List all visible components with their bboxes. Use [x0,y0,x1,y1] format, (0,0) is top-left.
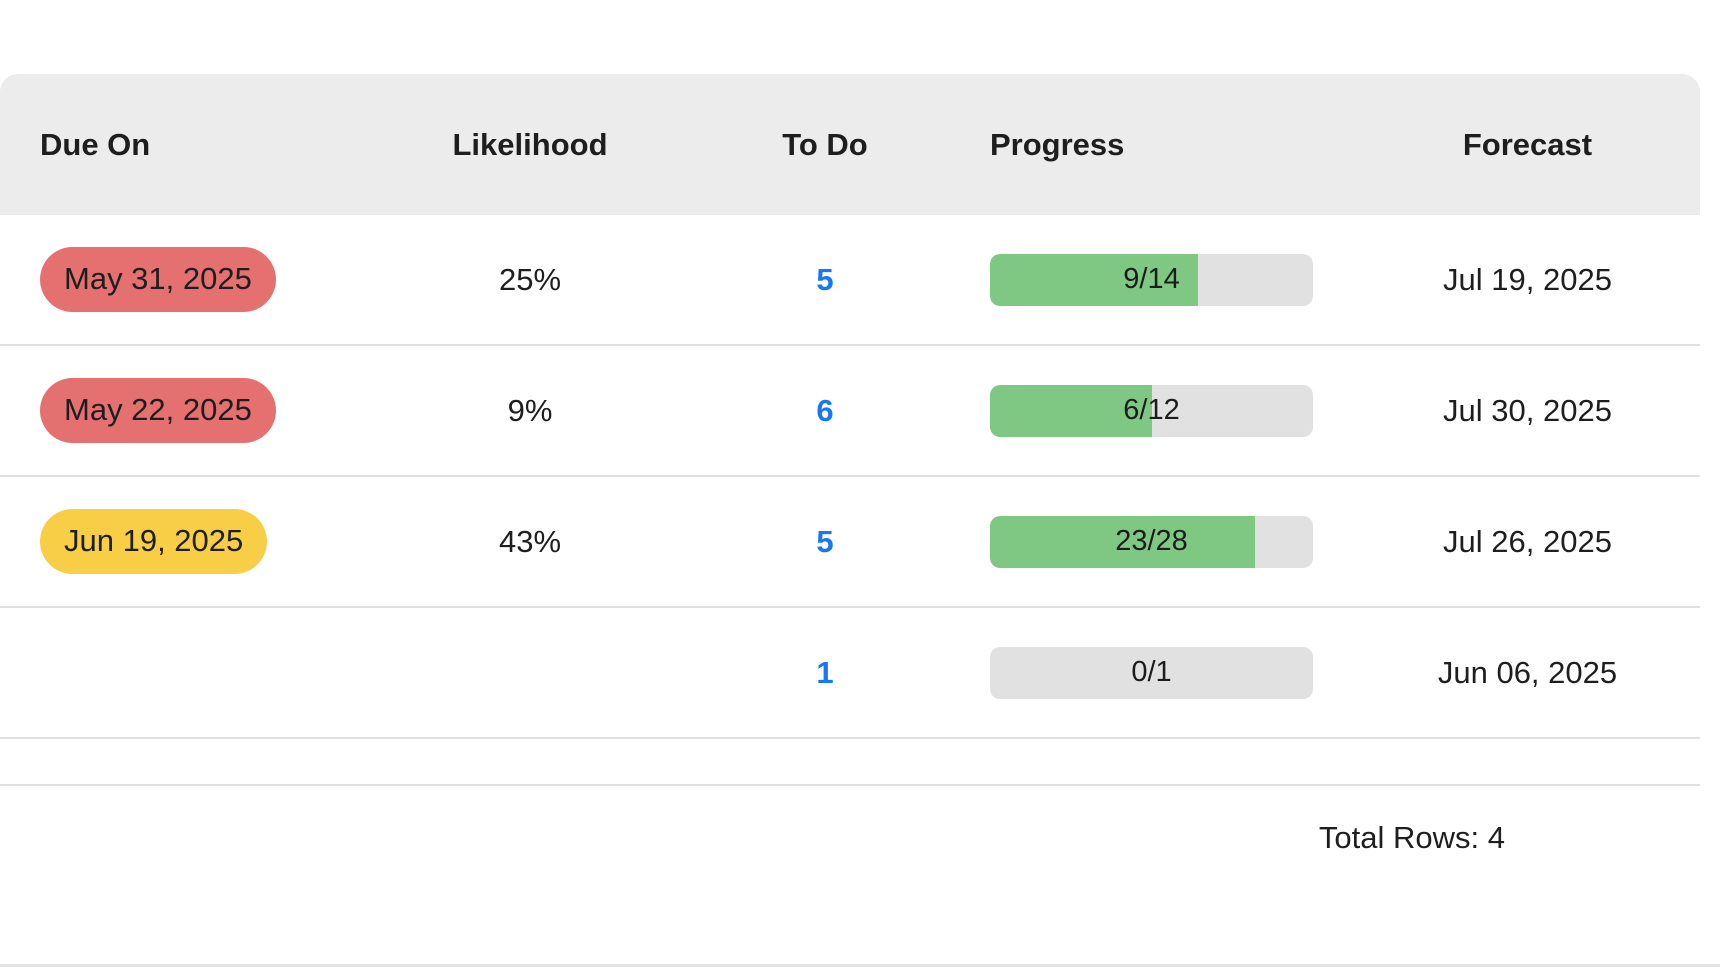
next-section-divider [0,964,1720,967]
to-do-cell: 5 [700,262,950,298]
to-do-count-link[interactable]: 1 [816,654,834,690]
progress-bar: 0/1 [990,646,1313,699]
to-do-count-link[interactable]: 5 [816,261,834,297]
column-header-likelihood[interactable]: Likelihood [452,126,608,162]
progress-bar: 23/28 [990,515,1313,568]
table-row: Jun 19, 2025 43% 5 23/28 Jul 26, 2025 [0,477,1700,608]
to-do-cell: 6 [700,393,950,429]
progress-bar-label: 9/14 [1123,263,1180,295]
likelihood-cell: 25% [498,261,562,297]
progress-bar-label: 6/12 [1123,394,1180,426]
progress-bar: 6/12 [990,384,1313,437]
progress-bar-fill [990,384,1152,437]
column-header-to-do[interactable]: To Do [782,126,868,162]
table-header-row: Due On Likelihood To Do Progress Forecas… [0,74,1700,215]
due-on-cell: Jun 19, 2025 [0,509,360,574]
forecast-cell: Jul 30, 2025 [1443,392,1612,428]
forecast-cell: Jul 19, 2025 [1443,261,1612,297]
progress-cell: 6/12 [950,384,1355,437]
due-on-cell: May 31, 2025 [0,247,360,312]
likelihood-cell: 43% [498,523,562,559]
progress-bar-label: 0/1 [1131,656,1172,688]
progress-bar: 9/14 [990,253,1313,306]
likelihood-cell: 9% [507,392,553,428]
to-do-cell: 1 [700,655,950,691]
progress-cell: 23/28 [950,515,1355,568]
forecast-cell: Jun 06, 2025 [1437,654,1618,690]
progress-bar-fill [990,253,1198,306]
due-date-pill: Jun 19, 2025 [40,509,268,574]
column-header-due-on[interactable]: Due On [40,126,151,162]
table-row: 1 0/1 Jun 06, 2025 [0,608,1700,739]
forecast-cell: Jul 26, 2025 [1443,523,1612,559]
to-do-count-link[interactable]: 6 [816,392,834,428]
to-do-count-link[interactable]: 5 [816,523,834,559]
to-do-cell: 5 [700,524,950,560]
progress-bar-fill [990,515,1256,568]
progress-bar-label: 23/28 [1115,525,1188,557]
table-row: May 22, 2025 9% 6 6/12 Jul 30, 2025 [0,346,1700,477]
due-date-pill: May 22, 2025 [40,378,276,443]
column-header-forecast[interactable]: Forecast [1462,126,1593,162]
due-on-cell: May 22, 2025 [0,378,360,443]
table-footer: Total Rows: 4 [0,786,1700,856]
progress-cell: 9/14 [950,253,1355,306]
progress-cell: 0/1 [950,646,1355,699]
column-header-progress[interactable]: Progress [990,126,1125,162]
total-rows-label: Total Rows: 4 [1318,820,1505,855]
tasks-table: Due On Likelihood To Do Progress Forecas… [0,74,1700,856]
table-row: May 31, 2025 25% 5 9/14 Jul 19, 2025 [0,215,1700,346]
table-bottom-band [0,739,1700,786]
due-date-pill: May 31, 2025 [40,247,276,312]
